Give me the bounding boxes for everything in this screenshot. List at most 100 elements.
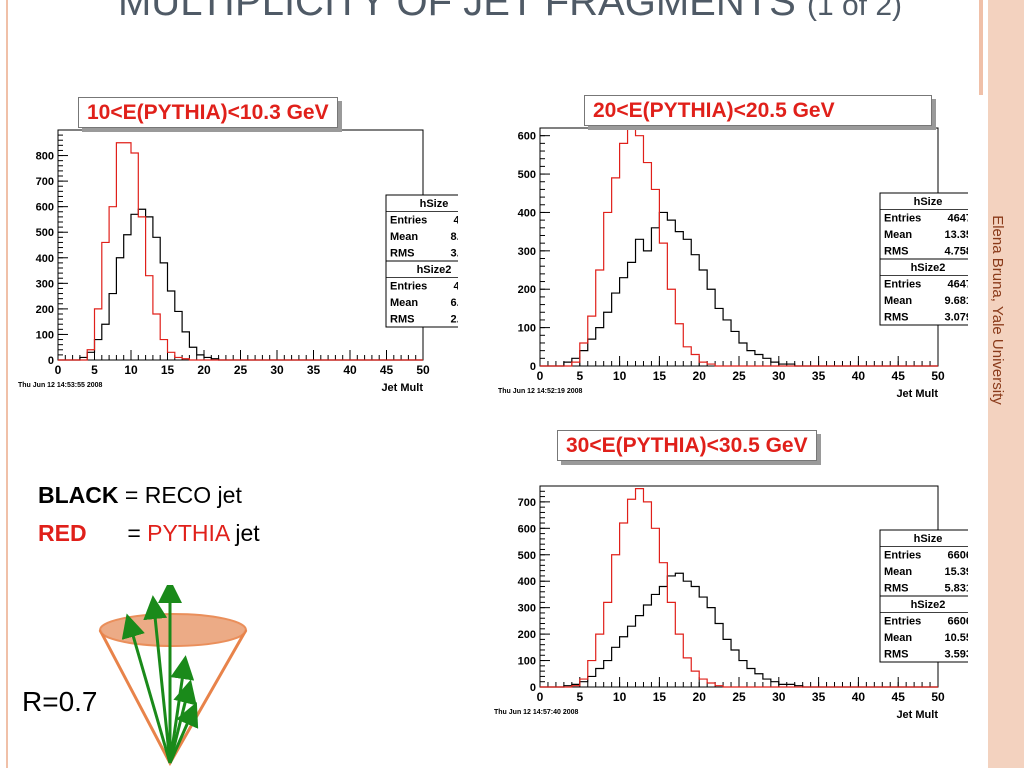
y-tick-label: 0 (48, 355, 54, 367)
plot-2-energy-label: 20<E(PYTHIA)<20.5 GeV (584, 95, 932, 126)
y-tick-label: 200 (518, 284, 536, 296)
x-tick-label: 0 (537, 690, 544, 704)
y-tick-label: 500 (518, 550, 536, 562)
right-sidebar (988, 0, 1024, 768)
x-tick-label: 25 (732, 369, 746, 383)
x-tick-label: 25 (234, 363, 248, 377)
stats-key: Mean (884, 632, 912, 644)
x-tick-label: 45 (892, 369, 906, 383)
x-tick-label: 35 (307, 363, 321, 377)
legend-red-keyword: RED (38, 520, 87, 546)
left-rule (6, 0, 8, 768)
x-tick-label: 50 (931, 690, 945, 704)
y-tick-label: 600 (36, 202, 54, 214)
histogram-plot-2: 0 100 200 300 400 500 600 0 5 10 15 20 25 30 35 40 45 50 J… (498, 119, 968, 400)
y-tick-label: 300 (518, 603, 536, 615)
timestamp-label: Thu Jun 12 14:57:40 2008 (494, 709, 579, 716)
cone-mouth (99, 613, 247, 647)
y-tick-label: 400 (518, 576, 536, 588)
y-tick-label: 400 (518, 207, 536, 219)
stats-header: hSize (914, 533, 943, 545)
y-tick-label: 700 (36, 176, 54, 188)
x-tick-label: 45 (892, 690, 906, 704)
plot-3-energy-label: 30<E(PYTHIA)<30.5 GeV (557, 430, 817, 461)
y-tick-label: 100 (518, 656, 536, 668)
title-suffix: (1 of 2) (806, 0, 903, 22)
x-axis-label: Jet Mult (896, 709, 938, 721)
x-tick-label: 0 (537, 369, 544, 383)
stats-header: hSize2 (911, 262, 946, 274)
x-tick-label: 30 (270, 363, 284, 377)
jet-cone-diagram (98, 585, 248, 767)
author-credit: Elena Bruna, Yale University (989, 215, 1006, 405)
stats-value: 15.39 (944, 566, 968, 578)
x-tick-label: 25 (732, 690, 746, 704)
stats-key: Mean (390, 231, 418, 243)
stats-header: hSize2 (417, 264, 452, 276)
stats-value: 2.075 (450, 314, 458, 326)
stats-value: 4545 (454, 281, 458, 293)
stats-value: 4.758 (944, 246, 968, 258)
y-tick-label: 800 (36, 151, 54, 163)
x-tick-label: 5 (576, 690, 583, 704)
legend-red-equals: = (127, 520, 141, 546)
stats-key: RMS (884, 583, 908, 595)
x-tick-label: 15 (653, 369, 667, 383)
y-tick-label: 100 (518, 323, 536, 335)
stats-key: Mean (884, 229, 912, 241)
y-tick-label: 400 (36, 253, 54, 265)
timestamp-label: Thu Jun 12 14:52:19 2008 (498, 388, 583, 395)
stats-key: Mean (884, 295, 912, 307)
y-tick-label: 600 (518, 523, 536, 535)
y-tick-label: 300 (36, 278, 54, 290)
stats-header: hSize (914, 196, 943, 208)
x-tick-label: 30 (772, 690, 786, 704)
x-tick-label: 50 (931, 369, 945, 383)
particle-arrow (143, 595, 172, 764)
stats-value: 4545 (454, 215, 458, 227)
timestamp-label: Thu Jun 12 14:53:55 2008 (18, 382, 103, 389)
y-tick-label: 0 (530, 361, 536, 373)
stats-key: Entries (390, 281, 427, 293)
x-tick-label: 40 (343, 363, 357, 377)
legend-black-text: = RECO jet (124, 482, 242, 508)
stats-value: 6606 (948, 550, 968, 562)
stats-key: RMS (884, 649, 908, 661)
x-tick-label: 50 (416, 363, 430, 377)
stats-value: 6606 (948, 616, 968, 628)
stats-value: 9.681 (944, 295, 968, 307)
y-tick-label: 500 (36, 227, 54, 239)
legend-black-entry: BLACK = RECO jet (38, 482, 242, 509)
stats-key: RMS (884, 312, 908, 324)
stats-value: 4647 (948, 279, 968, 291)
stats-value: 6.519 (450, 297, 458, 309)
title-main: MULTIPLICITY OF JET FRAGMENTS (117, 0, 796, 24)
legend-red-text: jet (235, 520, 260, 546)
plot-frame (539, 127, 939, 367)
histogram-plot-1: 0 100 200 300 400 500 600 700 800 0 5 10 15 20 25 30 35 4… (18, 129, 458, 394)
y-tick-label: 300 (518, 246, 536, 258)
stats-key: Entries (884, 616, 921, 628)
plot-1-energy-label: 10<E(PYTHIA)<10.3 GeV (78, 97, 338, 128)
stats-value: 3.593 (944, 649, 968, 661)
x-tick-label: 15 (161, 363, 175, 377)
y-tick-label: 200 (36, 304, 54, 316)
x-tick-label: 40 (852, 690, 866, 704)
x-tick-label: 0 (55, 363, 62, 377)
x-tick-label: 20 (197, 363, 211, 377)
y-tick-label: 200 (518, 629, 536, 641)
particle-arrows (121, 585, 199, 764)
stats-value: 5.831 (944, 583, 968, 595)
cone-radius-label: R=0.7 (22, 686, 98, 717)
y-tick-label: 600 (518, 131, 536, 143)
stats-value: 4647 (948, 213, 968, 225)
x-axis-label: Jet Mult (381, 382, 423, 394)
stats-value: 3.126 (450, 248, 458, 260)
x-tick-label: 10 (613, 369, 627, 383)
stats-key: Entries (390, 215, 427, 227)
stats-value: 10.55 (944, 632, 968, 644)
y-tick-label: 100 (36, 329, 54, 341)
plot-2-energy-label-text: 20<E(PYTHIA)<20.5 GeV (593, 99, 835, 122)
x-tick-label: 30 (772, 369, 786, 383)
stats-header: hSize2 (911, 599, 946, 611)
